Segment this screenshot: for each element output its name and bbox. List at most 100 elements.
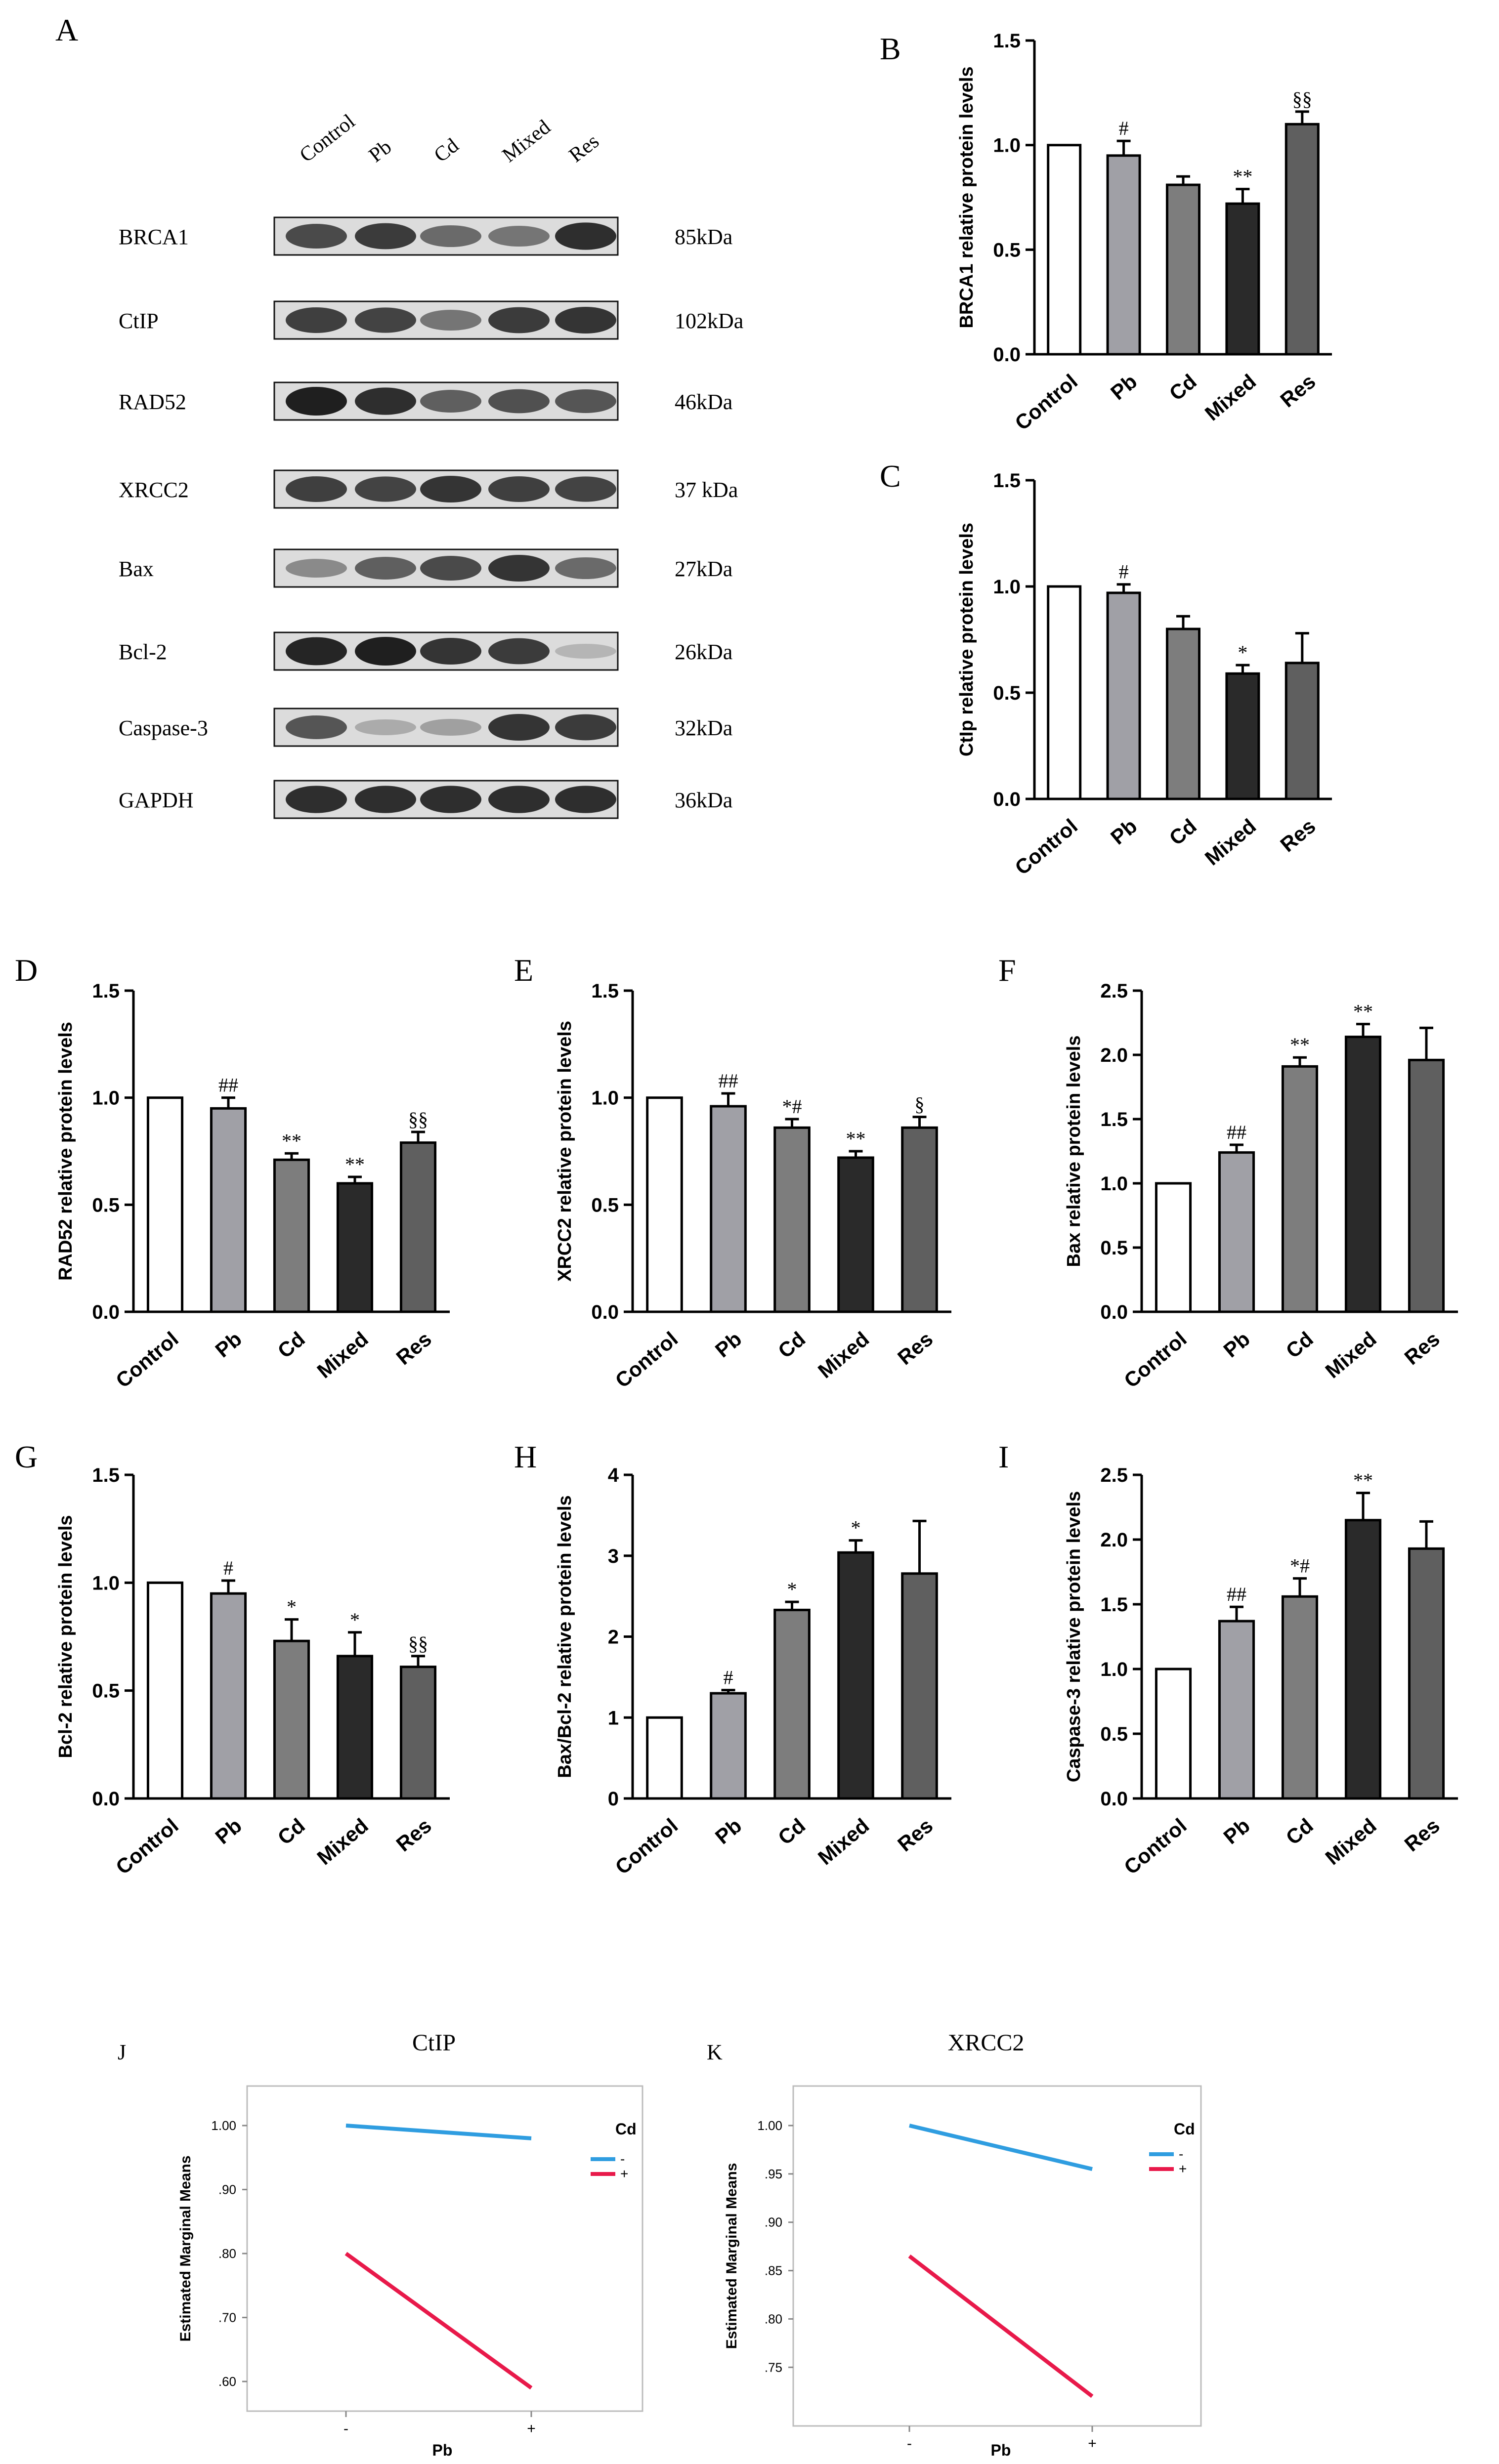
y-tick-label: 1.00 [211, 2118, 236, 2133]
y-tick-label: 1.00 [757, 2118, 782, 2133]
y-tick-label: 4 [608, 1464, 619, 1486]
x-tick-label: + [527, 2421, 536, 2437]
bar [773, 1126, 811, 1313]
blot-band [355, 387, 416, 415]
y-axis-label: BRCA1 relative protein levels [956, 66, 977, 328]
blot-band [420, 310, 481, 331]
significance-mark: # [724, 1667, 733, 1689]
bar [1155, 1182, 1192, 1313]
bar [1285, 123, 1320, 356]
significance-mark: ** [846, 1128, 866, 1150]
blot-size-label: 32kDa [675, 716, 732, 740]
y-tick-label: 0.0 [591, 1301, 619, 1323]
y-tick-label: .75 [765, 2360, 782, 2375]
legend-title: Cd [1174, 2120, 1195, 2138]
significance-mark: ## [1227, 1583, 1246, 1605]
bar [837, 1551, 874, 1800]
y-tick-label: 1.5 [591, 980, 619, 1002]
blot-band [555, 307, 616, 334]
blot-protein-label: CtIP [119, 309, 159, 333]
blot-protein-label: Bcl-2 [119, 640, 167, 664]
y-tick-label: 1.0 [92, 1087, 120, 1109]
bar [146, 1096, 184, 1313]
bar [773, 1608, 811, 1800]
significance-mark: § [915, 1093, 925, 1116]
bar [646, 1716, 683, 1800]
panel-letter: D [15, 953, 38, 988]
significance-mark: §§ [408, 1108, 428, 1130]
bar [336, 1182, 374, 1313]
significance-mark: ** [1233, 166, 1252, 188]
y-axis-label: Bcl-2 relative protein levels [55, 1515, 76, 1758]
significance-mark: §§ [408, 1632, 428, 1655]
bar [901, 1572, 938, 1800]
plot-frame [246, 2085, 643, 2412]
significance-mark: ** [345, 1153, 365, 1175]
y-tick-label: 0.5 [92, 1680, 120, 1702]
blot-band [286, 224, 347, 249]
blot-row: BRCA1 85kDa [119, 216, 732, 256]
blot-protein-label: RAD52 [119, 390, 186, 414]
bar [336, 1655, 374, 1800]
line-chart-k: K XRCC2 1.00 .95 .90 .85 .80 .75 Estimated Margi… [707, 2030, 1202, 2459]
blot-size-label: 37 kDa [675, 478, 738, 502]
blot-band [286, 476, 347, 502]
blot-band [420, 719, 481, 736]
y-tick-label: 0.0 [92, 1788, 120, 1810]
y-axis-label: Bax/Bcl-2 relative protein levels [555, 1495, 575, 1778]
blot-protein-label: XRCC2 [119, 478, 189, 502]
bar [1225, 672, 1260, 800]
y-tick-label: 1.0 [993, 576, 1021, 598]
bar [646, 1096, 683, 1313]
bar [1218, 1620, 1255, 1800]
bar [1165, 627, 1201, 800]
blot-band [355, 719, 416, 735]
bar [1285, 662, 1320, 800]
legend-label: - [1179, 2146, 1183, 2162]
blot-band [286, 786, 347, 813]
blot-band [555, 476, 616, 502]
y-tick-label: 1.0 [92, 1572, 120, 1594]
y-tick-label: .80 [218, 2246, 236, 2261]
y-tick-label: 2.5 [1100, 980, 1128, 1002]
x-axis-label: Pb [432, 2441, 453, 2459]
y-tick-label: 1.0 [1100, 1173, 1128, 1195]
blot-row: XRCC2 37 kDa [119, 469, 738, 509]
bar [1281, 1065, 1319, 1313]
bar [1106, 591, 1141, 800]
blot-row: Bcl-2 26kDa [119, 631, 732, 671]
legend-title: Cd [615, 2120, 637, 2138]
y-tick-label: 0.5 [591, 1194, 619, 1216]
y-axis-label: CtIp relative protein levels [956, 523, 977, 756]
blot-size-label: 46kDa [675, 390, 732, 414]
bar [210, 1107, 247, 1313]
y-axis-label: XRCC2 relative protein levels [555, 1021, 575, 1282]
panel-letter: B [880, 31, 901, 66]
panel-letter: I [998, 1439, 1009, 1474]
y-tick-label: 1.5 [1100, 1109, 1128, 1130]
chart-title: CtIP [412, 2030, 456, 2056]
blot-band [555, 389, 616, 413]
blot-band [488, 226, 550, 247]
y-tick-label: 2.0 [1100, 1044, 1128, 1066]
x-tick-label: + [1088, 2435, 1097, 2452]
bar [1047, 144, 1082, 356]
y-tick-label: .95 [765, 2167, 782, 2181]
x-tick-label: - [343, 2421, 348, 2437]
bar [273, 1639, 310, 1800]
significance-mark: * [350, 1609, 360, 1631]
series-line [908, 2255, 1094, 2398]
blot-row: RAD52 46kDa [119, 381, 732, 421]
y-tick-label: 1.0 [993, 135, 1021, 157]
y-tick-label: 1.0 [591, 1087, 619, 1109]
bar-chart-g: G 0.0 0.5 1.0 1.5 Bcl-2 relative protein leve… [15, 1439, 450, 1879]
series-line [344, 2252, 533, 2390]
blot-band [286, 307, 347, 333]
bar [710, 1105, 747, 1313]
bar [1281, 1595, 1319, 1800]
blot-row: CtIP 102kDa [119, 300, 743, 340]
significance-mark: §§ [1292, 88, 1312, 110]
blot-band [555, 644, 616, 659]
bar [901, 1126, 938, 1313]
y-axis-label: Caspase-3 relative protein levels [1064, 1491, 1084, 1782]
